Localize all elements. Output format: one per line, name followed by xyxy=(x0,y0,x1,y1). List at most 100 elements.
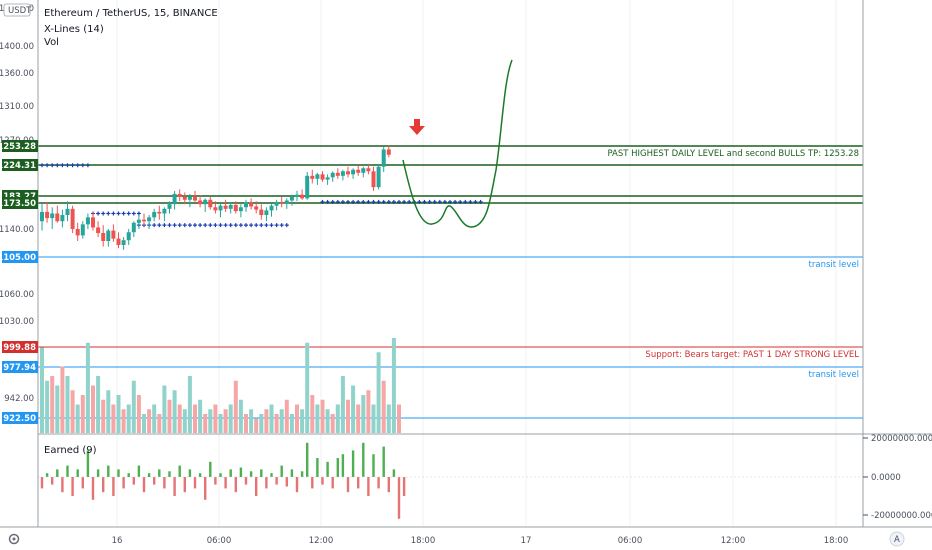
price-level-badge-label: 977.94 xyxy=(3,363,36,373)
price-tick-label: 1140.00 xyxy=(0,225,34,235)
candle-body xyxy=(167,204,172,209)
volume-bar xyxy=(249,409,254,433)
price-level-badges: 1253.281224.311183.271173.501105.00999.8… xyxy=(0,140,38,424)
volume-bar xyxy=(376,352,381,433)
candle-body xyxy=(244,202,248,208)
down-arrow-icon[interactable] xyxy=(409,119,425,135)
earned-bar xyxy=(71,477,74,496)
auto-scale-button[interactable]: A xyxy=(889,531,905,547)
candle-body xyxy=(356,169,361,173)
x-lines-indicator xyxy=(40,163,483,228)
earned-tick-top: 20000000.0000 xyxy=(871,434,932,444)
volume-bar xyxy=(152,404,157,433)
earned-bar xyxy=(311,477,314,489)
candle-body xyxy=(233,204,238,212)
volume-bar xyxy=(238,399,243,433)
earned-bar xyxy=(290,469,294,477)
candle-body xyxy=(300,194,305,199)
candle-body xyxy=(96,227,101,233)
candle-body xyxy=(218,205,223,211)
volume-bar xyxy=(45,380,50,433)
price-tick-label: 1310.00 xyxy=(0,102,34,112)
candle-body xyxy=(351,169,356,175)
price-level-badge-label: 1105.00 xyxy=(0,253,36,263)
earned-bar xyxy=(112,477,115,496)
price-level-badge xyxy=(2,412,38,424)
volume-bar xyxy=(106,390,111,433)
gear-icon[interactable] xyxy=(8,533,20,545)
earned-bar xyxy=(56,469,59,477)
candle-body xyxy=(238,207,243,212)
volume-bar xyxy=(96,376,101,433)
symbol-title[interactable]: Ethereum / TetherUS, 15, BINANCE xyxy=(44,8,218,19)
price-level-badge-label: 1253.28 xyxy=(0,142,36,152)
volume-bar xyxy=(126,404,131,433)
volume-bar xyxy=(264,409,269,433)
earned-indicator-label[interactable]: Earned (9) xyxy=(44,445,97,456)
earned-bar xyxy=(168,471,171,477)
candle-body xyxy=(142,219,146,222)
volume-bar xyxy=(193,404,197,433)
candle-body xyxy=(172,193,177,205)
price-level-badge-label: 922.50 xyxy=(3,414,36,424)
volume-bar xyxy=(111,404,116,433)
earned-bar xyxy=(209,461,212,477)
volume-bar xyxy=(330,414,335,433)
volume-bar xyxy=(386,404,391,433)
volume-bars xyxy=(40,338,401,433)
candle-body xyxy=(182,196,187,200)
volume-bar xyxy=(351,385,356,433)
earned-bar xyxy=(229,469,232,477)
earned-bar xyxy=(326,461,329,477)
earned-bar xyxy=(198,473,202,477)
candle-body xyxy=(55,213,60,222)
indicator-vol-label[interactable]: Vol xyxy=(44,37,59,48)
volume-bar xyxy=(233,380,238,433)
candle-body xyxy=(310,175,315,179)
volume-bar xyxy=(70,390,75,433)
earned-bar xyxy=(178,465,181,477)
earned-bar xyxy=(316,458,319,477)
projection-drawing[interactable] xyxy=(402,59,513,228)
earned-bar xyxy=(51,477,54,485)
earned-bar xyxy=(91,477,95,500)
candle-body xyxy=(50,213,55,219)
candle-body xyxy=(315,174,320,179)
candle-body xyxy=(259,209,264,216)
earned-bar xyxy=(260,469,263,477)
earned-bars xyxy=(40,442,406,519)
candle-body xyxy=(45,211,50,219)
earned-bar xyxy=(367,477,370,496)
earned-tick-bottom: -20000000.0000 xyxy=(871,511,932,521)
candle-body xyxy=(106,230,111,241)
candle-body xyxy=(295,194,299,197)
indicator-xlines-label[interactable]: X-Lines (14) xyxy=(44,24,104,35)
price-level-badge-label: 1224.31 xyxy=(0,161,36,171)
candle-body xyxy=(376,166,381,188)
volume-bar xyxy=(213,404,218,433)
earned-bar xyxy=(357,477,360,489)
earned-bar xyxy=(295,477,299,493)
candle-body xyxy=(305,175,310,199)
earned-bar xyxy=(40,477,44,489)
volume-bar xyxy=(381,380,386,433)
candle-body xyxy=(254,206,259,210)
earned-bar xyxy=(321,477,324,485)
currency-badge-label: USDT xyxy=(8,6,32,16)
candle-body xyxy=(264,210,269,216)
earned-tick-zero: 0.0000 xyxy=(871,473,901,483)
earned-axis-labels: 20000000.0000 0.0000 -20000000.0000 xyxy=(863,434,932,521)
currency-badge[interactable] xyxy=(3,3,31,17)
volume-bar xyxy=(208,409,213,433)
earned-bar xyxy=(45,473,49,477)
volume-bar xyxy=(279,409,284,433)
price-level-badge xyxy=(2,361,38,373)
earned-bar xyxy=(102,477,105,493)
candle-body xyxy=(85,217,90,225)
earned-bar xyxy=(244,477,248,485)
earned-bar xyxy=(214,477,217,485)
time-gridlines xyxy=(116,0,837,527)
earned-bar xyxy=(341,454,345,477)
